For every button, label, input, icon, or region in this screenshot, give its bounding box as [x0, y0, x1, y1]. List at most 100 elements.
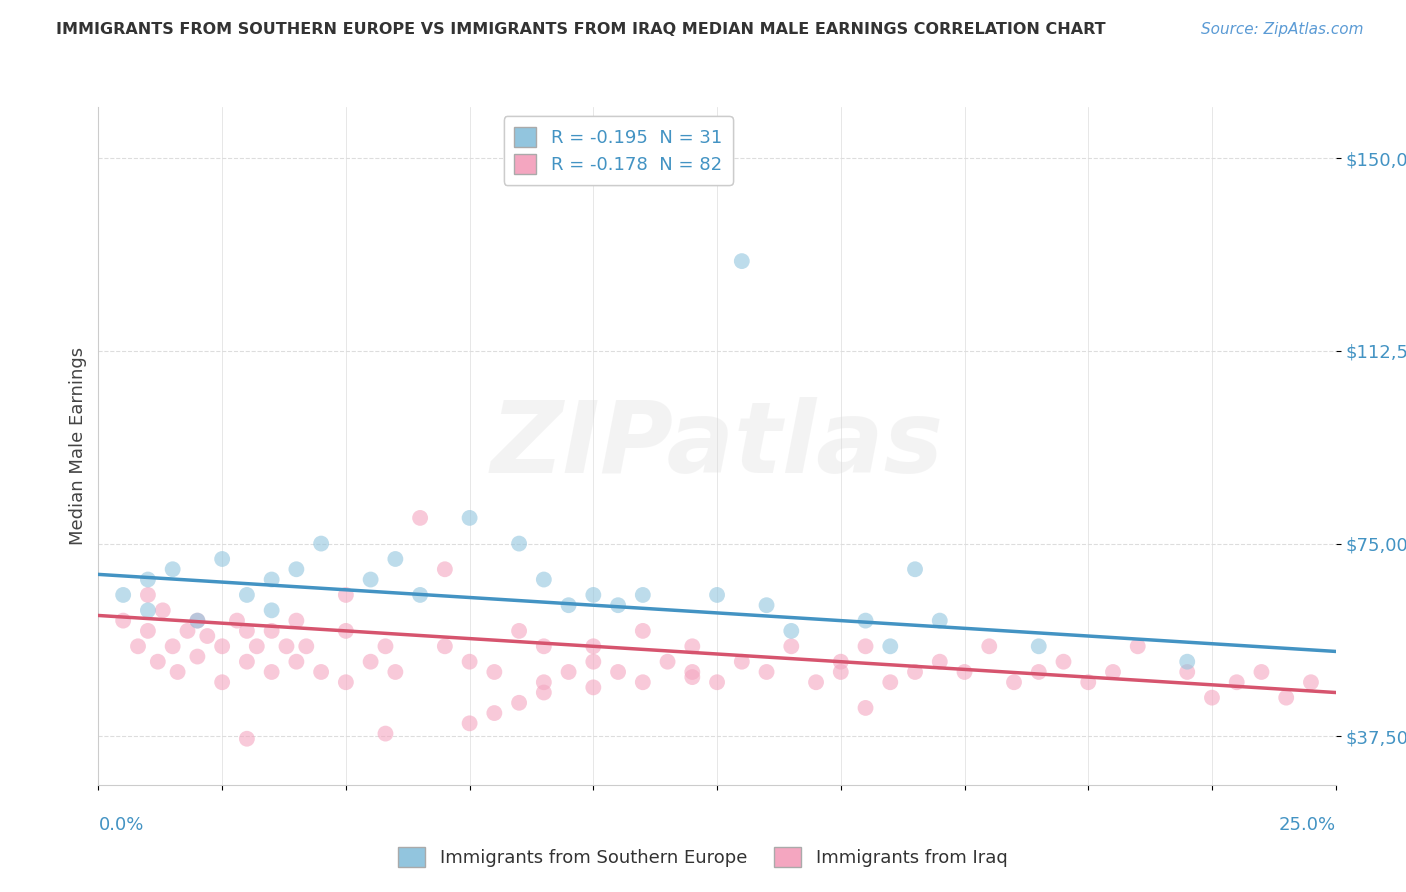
Point [136, 573, 159, 587]
Point [557, 598, 579, 612]
Point [409, 588, 432, 602]
Point [112, 588, 135, 602]
Point [211, 640, 233, 654]
Point [285, 655, 308, 669]
Point [855, 701, 877, 715]
Point [276, 640, 298, 654]
Point [582, 681, 605, 695]
Point [409, 511, 432, 525]
Point [879, 640, 901, 654]
Point [1175, 655, 1198, 669]
Point [508, 536, 530, 550]
Point [631, 624, 654, 638]
Point [607, 598, 630, 612]
Point [236, 588, 259, 602]
Point [681, 640, 703, 654]
Point [260, 665, 283, 679]
Point [458, 511, 481, 525]
Point [186, 649, 208, 664]
Point [855, 614, 877, 628]
Point [780, 640, 803, 654]
Point [260, 573, 283, 587]
Point [1299, 675, 1322, 690]
Point [384, 552, 406, 566]
Text: Source: ZipAtlas.com: Source: ZipAtlas.com [1201, 22, 1364, 37]
Point [706, 588, 728, 602]
Point [631, 588, 654, 602]
Point [176, 624, 198, 638]
Point [681, 670, 703, 684]
Point [211, 552, 233, 566]
Point [295, 640, 318, 654]
Point [830, 665, 852, 679]
Point [1275, 690, 1298, 705]
Point [1052, 655, 1074, 669]
Point [1126, 640, 1149, 654]
Legend: Immigrants from Southern Europe, Immigrants from Iraq: Immigrants from Southern Europe, Immigra… [391, 839, 1015, 874]
Point [855, 640, 877, 654]
Point [112, 614, 135, 628]
Point [458, 716, 481, 731]
Point [1077, 675, 1099, 690]
Point [508, 624, 530, 638]
Y-axis label: Median Male Earnings: Median Male Earnings [69, 347, 87, 545]
Point [360, 655, 382, 669]
Point [681, 665, 703, 679]
Point [335, 624, 357, 638]
Point [533, 573, 555, 587]
Point [136, 588, 159, 602]
Legend: R = -0.195  N = 31, R = -0.178  N = 82: R = -0.195 N = 31, R = -0.178 N = 82 [503, 116, 733, 185]
Point [582, 640, 605, 654]
Point [755, 598, 778, 612]
Point [1102, 665, 1125, 679]
Point [260, 603, 283, 617]
Point [211, 675, 233, 690]
Point [335, 675, 357, 690]
Point [458, 655, 481, 669]
Point [226, 614, 249, 628]
Point [706, 675, 728, 690]
Point [186, 614, 208, 628]
Point [309, 536, 332, 550]
Point [146, 655, 169, 669]
Point [1201, 690, 1223, 705]
Point [166, 665, 188, 679]
Point [533, 675, 555, 690]
Point [904, 665, 927, 679]
Point [236, 731, 259, 746]
Point [631, 675, 654, 690]
Point [246, 640, 269, 654]
Point [804, 675, 827, 690]
Point [260, 624, 283, 638]
Text: 0.0%: 0.0% [98, 816, 143, 834]
Point [152, 603, 174, 617]
Point [360, 573, 382, 587]
Point [285, 562, 308, 576]
Point [1002, 675, 1025, 690]
Text: IMMIGRANTS FROM SOUTHERN EUROPE VS IMMIGRANTS FROM IRAQ MEDIAN MALE EARNINGS COR: IMMIGRANTS FROM SOUTHERN EUROPE VS IMMIG… [56, 22, 1107, 37]
Point [195, 629, 218, 643]
Point [533, 640, 555, 654]
Point [533, 685, 555, 699]
Point [879, 675, 901, 690]
Point [1028, 640, 1050, 654]
Point [1226, 675, 1249, 690]
Point [731, 254, 754, 268]
Point [755, 665, 778, 679]
Point [607, 665, 630, 679]
Point [433, 562, 456, 576]
Point [484, 706, 506, 720]
Text: ZIPatlas: ZIPatlas [491, 398, 943, 494]
Point [484, 665, 506, 679]
Point [374, 640, 396, 654]
Point [384, 665, 406, 679]
Point [830, 655, 852, 669]
Point [557, 665, 579, 679]
Point [162, 562, 184, 576]
Point [186, 614, 208, 628]
Point [236, 655, 259, 669]
Point [979, 640, 1001, 654]
Point [236, 624, 259, 638]
Point [657, 655, 679, 669]
Point [1028, 665, 1050, 679]
